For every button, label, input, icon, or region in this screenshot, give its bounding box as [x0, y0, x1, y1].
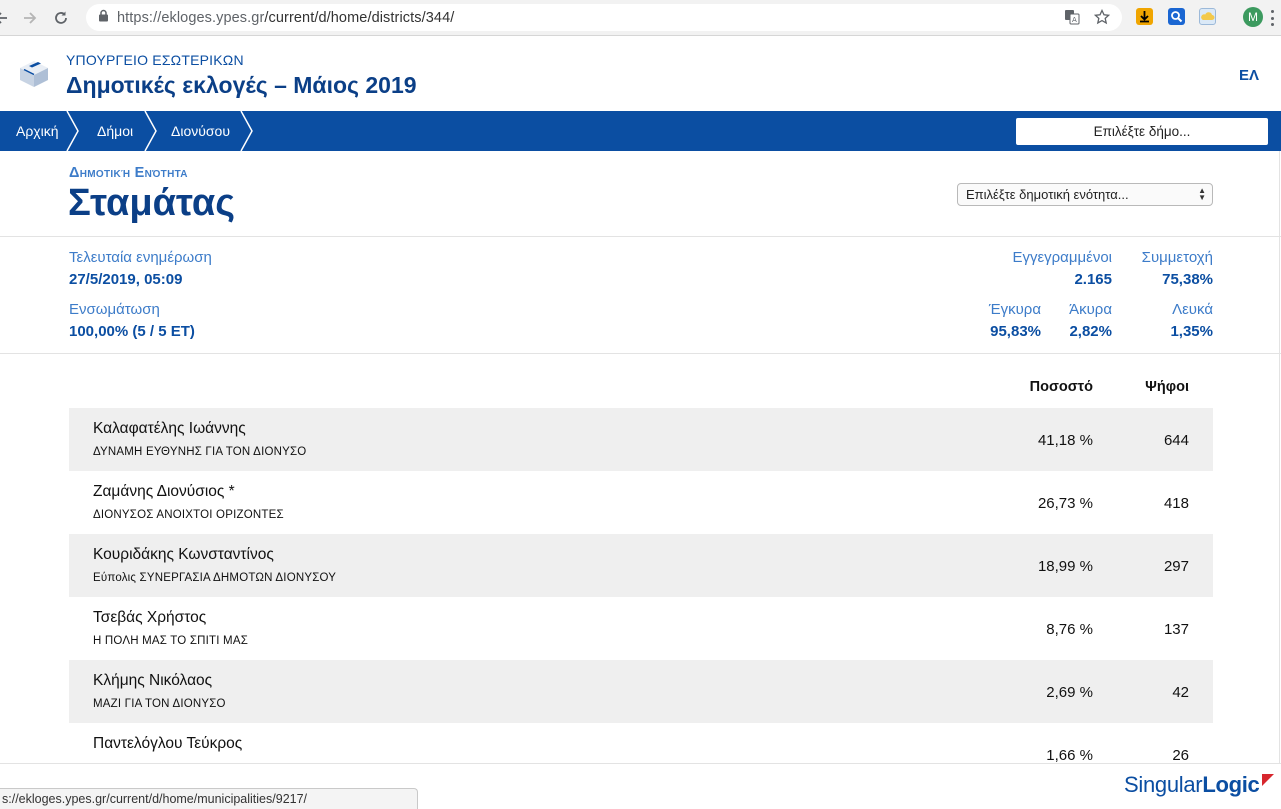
blank-label: Λευκά — [1172, 301, 1213, 318]
download-extension-icon[interactable] — [1136, 8, 1153, 25]
district-type-label: Δημοτική Ενότητα — [69, 165, 188, 181]
table-row[interactable]: Ζαμάνης Διονύσιος * ΔΙΟΝΥΣΟΣ ΑΝΟΙΧΤΟΙ ΟΡ… — [69, 471, 1213, 534]
reload-icon[interactable] — [48, 5, 74, 31]
column-header-votes[interactable]: Ψήφοι — [1145, 379, 1189, 395]
valid-value: 95,83% — [990, 323, 1041, 340]
integration-label: Ενσωμάτωση — [69, 301, 160, 318]
vote-percent: 18,99 % — [1037, 558, 1093, 575]
candidate-name: Παντελόγλου Τεύκρος — [93, 735, 243, 752]
district-name: Σταμάτας — [68, 182, 236, 224]
profile-avatar[interactable]: M — [1243, 7, 1263, 27]
table-row[interactable]: Καλαφατέλης Ιωάννης ΔΥΝΑΜΗ ΕΥΘΥΝΗΣ ΓΙΑ Τ… — [69, 408, 1213, 471]
municipality-select[interactable]: Επιλέξτε δήμο... — [1016, 118, 1268, 145]
integration-value: 100,00% (5 / 5 ΕΤ) — [69, 323, 195, 340]
vote-count: 418 — [1163, 495, 1189, 512]
ballot-box-logo[interactable] — [18, 58, 50, 90]
breadcrumb-dionysos[interactable]: Διονύσου — [171, 123, 230, 139]
turnout-value: 75,38% — [1162, 271, 1213, 288]
party-name: Η ΠΟΛΗ ΜΑΣ ΤΟ ΣΠΙΤΙ ΜΑΣ — [93, 635, 249, 647]
url-text: https://ekloges.ypes.gr/current/d/home/d… — [117, 9, 455, 26]
vote-percent: 41,18 % — [1037, 432, 1093, 449]
address-bar[interactable]: https://ekloges.ypes.gr/current/d/home/d… — [86, 4, 1122, 31]
vote-percent: 2,69 % — [1046, 684, 1093, 701]
logo-triangle-icon — [1261, 774, 1274, 786]
divider — [1279, 151, 1280, 763]
table-row[interactable]: Τσεβάς Χρήστος Η ΠΟΛΗ ΜΑΣ ΤΟ ΣΠΙΤΙ ΜΑΣ 8… — [69, 597, 1213, 660]
party-name: ΔΙΟΝΥΣΟΣ ΑΝΟΙΧΤΟΙ ΟΡΙΖΟΝΤΕΣ — [93, 509, 284, 521]
divider — [0, 236, 1281, 237]
vote-percent: 26,73 % — [1037, 495, 1093, 512]
table-row[interactable]: Παντελόγλου Τεύκρος 1,66 % 26 — [69, 723, 1213, 786]
municipal-unit-select[interactable]: Επιλέξτε δημοτική ενότητα... ▲ ▼ — [957, 183, 1213, 206]
site-header: ΥΠΟΥΡΓΕΙΟ ΕΣΩΤΕΡΙΚΩΝ Δημοτικές εκλογές –… — [0, 37, 1281, 111]
party-name: ΔΥΝΑΜΗ ΕΥΘΥΝΗΣ ΓΙΑ ΤΟΝ ΔΙΟΝΥΣΟ — [93, 446, 307, 458]
vote-count: 137 — [1163, 621, 1189, 638]
svg-text:A: A — [1072, 16, 1077, 24]
cloud-extension-icon[interactable] — [1199, 8, 1216, 25]
registered-value: 2.165 — [1074, 271, 1112, 288]
language-switch[interactable]: ΕΛ — [1238, 67, 1259, 84]
candidate-name: Καλαφατέλης Ιωάννης — [93, 420, 246, 437]
vote-count: 42 — [1172, 684, 1189, 701]
breadcrumb-municipalities[interactable]: Δήμοι — [97, 123, 134, 139]
breadcrumb: Αρχική Δήμοι Διονύσου Επιλέξτε δήμο... — [0, 111, 1281, 151]
candidate-name: Τσεβάς Χρήστος — [93, 609, 207, 626]
breadcrumb-separator-icon — [144, 111, 157, 151]
vote-count: 644 — [1163, 432, 1189, 449]
vote-count: 26 — [1172, 747, 1189, 764]
valid-label: Έγκυρα — [988, 301, 1041, 318]
breadcrumb-home[interactable]: Αρχική — [16, 123, 59, 139]
party-name: ΜΑΖΙ ΓΙΑ ΤΟΝ ΔΙΟΝΥΣΟ — [93, 698, 226, 710]
forward-icon[interactable] — [17, 5, 43, 31]
status-bar-url: s://ekloges.ypes.gr/current/d/home/munic… — [0, 788, 418, 809]
invalid-label: Άκυρα — [1069, 301, 1112, 318]
search-extension-icon[interactable] — [1168, 8, 1185, 25]
party-name: Εύπολις ΣΥΝΕΡΓΑΣΙΑ ΔΗΜΟΤΩΝ ΔΙΟΝΥΣΟΥ — [93, 572, 337, 584]
divider — [0, 353, 1281, 354]
footer: SingularLogic — [0, 763, 1281, 809]
turnout-label: Συμμετοχή — [1141, 249, 1213, 266]
table-row[interactable]: Κλήμης Νικόλαος ΜΑΖΙ ΓΙΑ ΤΟΝ ΔΙΟΝΥΣΟ 2,6… — [69, 660, 1213, 723]
lock-icon — [98, 9, 109, 27]
menu-kebab-icon[interactable] — [1271, 10, 1275, 26]
last-update-value: 27/5/2019, 05:09 — [69, 271, 183, 288]
last-update-label: Τελευταία ενημέρωση — [69, 249, 212, 266]
page-title[interactable]: Δημοτικές εκλογές – Μάιος 2019 — [66, 72, 417, 98]
vote-count: 297 — [1163, 558, 1189, 575]
bookmark-star-icon[interactable] — [1093, 8, 1111, 30]
ministry-name: ΥΠΟΥΡΓΕΙΟ ΕΣΩΤΕΡΙΚΩΝ — [66, 52, 244, 68]
registered-label: Εγγεγραμμένοι — [1012, 249, 1112, 266]
vote-percent: 1,66 % — [1046, 747, 1093, 764]
breadcrumb-separator-icon — [240, 111, 253, 151]
blank-value: 1,35% — [1170, 323, 1213, 340]
browser-toolbar: https://ekloges.ypes.gr/current/d/home/d… — [0, 0, 1281, 36]
candidate-name: Ζαμάνης Διονύσιος * — [93, 483, 235, 500]
singularlogic-logo[interactable]: SingularLogic — [1124, 772, 1274, 798]
invalid-value: 2,82% — [1069, 323, 1112, 340]
candidate-name: Κουριδάκης Κωνσταντίνος — [93, 546, 274, 563]
column-header-percent[interactable]: Ποσοστό — [1029, 379, 1093, 395]
candidate-name: Κλήμης Νικόλαος — [93, 672, 213, 689]
back-icon[interactable] — [0, 5, 14, 31]
select-arrows-icon: ▲ ▼ — [1198, 186, 1206, 202]
breadcrumb-separator-icon — [66, 111, 79, 151]
table-row[interactable]: Κουριδάκης Κωνσταντίνος Εύπολις ΣΥΝΕΡΓΑΣ… — [69, 534, 1213, 597]
vote-percent: 8,76 % — [1046, 621, 1093, 638]
translate-icon[interactable]: A — [1064, 9, 1080, 30]
